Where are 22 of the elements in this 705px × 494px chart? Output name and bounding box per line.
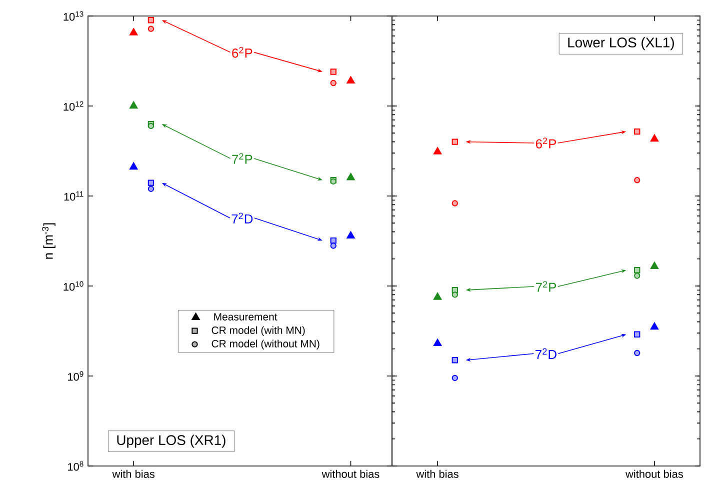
- annotation: 7$^{2}$D: [232, 212, 253, 224]
- y-tick-label: 10$^{12}$: [64, 101, 84, 111]
- y-tick-label: 10$^{11}$: [64, 191, 84, 201]
- y-tick-label: 10$^{10}$: [64, 281, 84, 291]
- y-tick-label: 10$^{8}$: [68, 461, 84, 471]
- annotation: 7$^{2}$P: [232, 153, 252, 164]
- x-tick-label: with bias: [416, 470, 458, 478]
- x-tick-label: with bias: [112, 470, 154, 478]
- annotation: 7$^{2}$P: [536, 281, 556, 292]
- annotation: Lower LOS (XL1): [568, 37, 674, 50]
- annotation: Upper LOS (XR1): [117, 434, 226, 448]
- annotation: CR model (without MN): [212, 340, 320, 350]
- annotation: 7$^{2}$D: [536, 348, 556, 359]
- y-tick-label: 10$^{13}$: [64, 11, 84, 21]
- y-tick-label: 10$^{9}$: [68, 371, 84, 381]
- x-tick-label: without bias: [626, 470, 683, 478]
- annotation: 6$^{2}$P: [232, 46, 252, 58]
- annotation: CR model (with MN): [212, 326, 305, 336]
- annotation: Measurement: [214, 313, 278, 320]
- y-axis-title: n [m$^{-3}$]: [42, 223, 56, 259]
- annotation: 6$^{2}$P: [536, 138, 556, 148]
- x-tick-label: without bias: [322, 470, 380, 478]
